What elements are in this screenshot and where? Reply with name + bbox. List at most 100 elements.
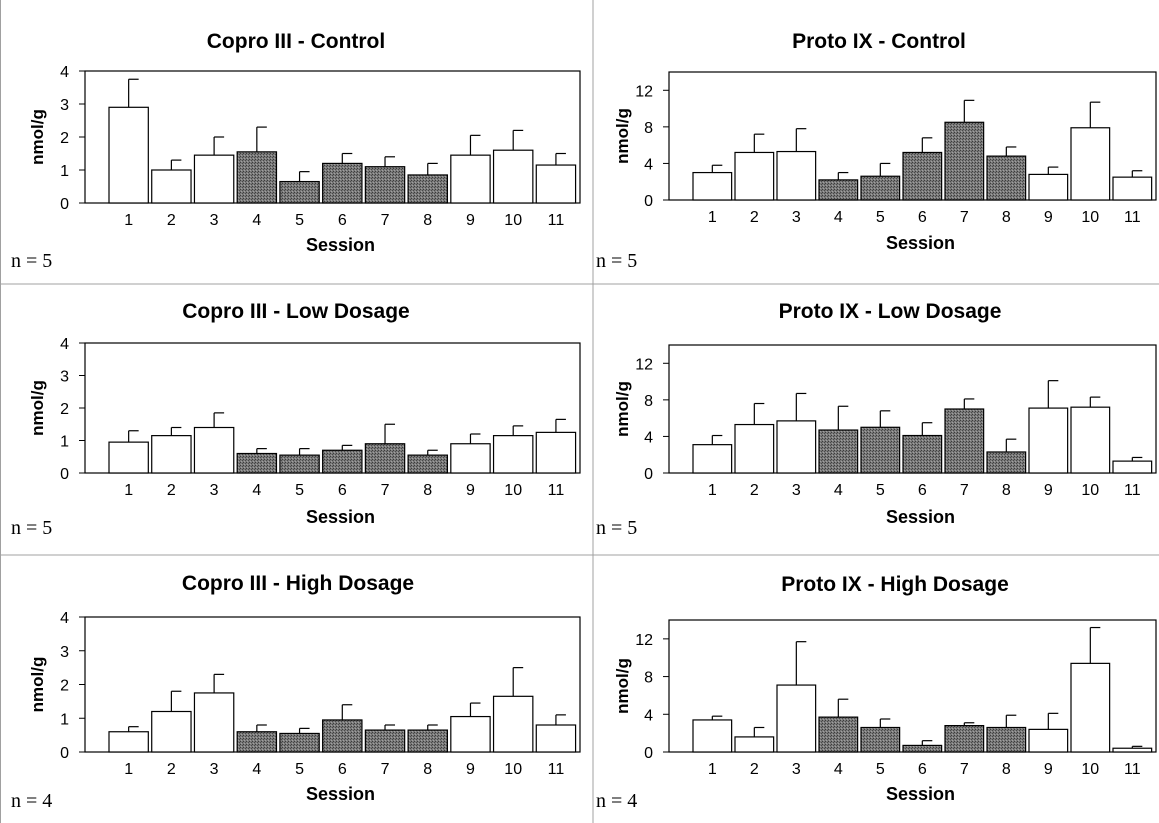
- x-tick-label: 7: [960, 482, 969, 499]
- x-tick-label: 4: [834, 482, 843, 499]
- bar-session-2: [151, 710, 192, 753]
- x-tick-label: 4: [252, 212, 261, 229]
- bar-session-2: [151, 169, 192, 204]
- bar-session-8: [407, 174, 449, 204]
- bar-session-6: [322, 449, 363, 474]
- sample-size-note: n = 5: [596, 517, 637, 539]
- x-tick-label: 2: [167, 482, 176, 499]
- y-tick-label: 4: [644, 429, 653, 446]
- bar-session-11: [535, 164, 577, 204]
- bar-session-6: [322, 162, 363, 204]
- bar-session-2: [734, 151, 775, 201]
- bar-session-6: [902, 744, 943, 753]
- x-tick-label: 10: [1081, 482, 1099, 499]
- x-tick-label: 8: [423, 482, 432, 499]
- bar-session-11: [535, 431, 577, 474]
- bar-session-8: [407, 729, 449, 753]
- x-tick-label: 7: [960, 761, 969, 778]
- y-tick-label: 3: [60, 97, 69, 114]
- x-tick-label: 3: [210, 482, 219, 499]
- bar-session-7: [364, 729, 406, 753]
- x-tick-label: 2: [750, 209, 759, 226]
- x-tick-label: 1: [708, 482, 717, 499]
- x-axis-label: Session: [886, 784, 955, 804]
- x-tick-label: 11: [1124, 209, 1141, 226]
- bar-session-11: [1112, 460, 1153, 474]
- bar-session-10: [1070, 127, 1111, 201]
- x-tick-label: 6: [338, 212, 347, 229]
- y-tick-label: 2: [60, 130, 69, 147]
- y-axis-label: nmol/g: [613, 381, 632, 437]
- y-axis-label: nmol/g: [28, 109, 47, 165]
- x-tick-label: 8: [1002, 209, 1011, 226]
- x-tick-label: 9: [1044, 209, 1053, 226]
- x-tick-label: 1: [124, 212, 133, 229]
- x-tick-label: 5: [876, 761, 885, 778]
- bar-session-3: [776, 684, 817, 753]
- x-tick-label: 11: [548, 761, 565, 778]
- y-tick-label: 4: [644, 156, 653, 173]
- bar-session-11: [535, 724, 577, 753]
- bar-session-3: [193, 692, 235, 753]
- y-tick-label: 1: [60, 163, 69, 180]
- x-axis-label: Session: [306, 507, 375, 527]
- x-tick-label: 5: [295, 761, 304, 778]
- x-tick-label: 6: [918, 761, 927, 778]
- y-tick-label: 4: [60, 64, 69, 81]
- x-tick-label: 10: [504, 482, 522, 499]
- x-tick-label: 1: [708, 209, 717, 226]
- x-tick-label: 6: [918, 482, 927, 499]
- sample-size-note: n = 5: [596, 250, 637, 272]
- x-tick-label: 7: [381, 212, 390, 229]
- panel-1: Copro III - Control 0 1 2 3 4 nmol/g 1 2 3 4 5 6 7 8 9 1…: [11, 30, 581, 272]
- bar-session-9: [450, 154, 491, 204]
- panel-title: Copro III - Control: [207, 30, 385, 53]
- x-tick-label: 3: [210, 212, 219, 229]
- x-tick-label: 11: [1124, 761, 1141, 778]
- x-tick-label: 3: [792, 209, 801, 226]
- bar-session-1: [692, 719, 733, 753]
- bar-session-10: [492, 435, 534, 474]
- bar-session-6: [902, 434, 943, 474]
- y-axis-label: nmol/g: [28, 657, 47, 713]
- x-tick-label: 7: [960, 209, 969, 226]
- x-axis-label: Session: [306, 784, 375, 804]
- y-tick-label: 4: [644, 707, 653, 724]
- x-tick-label: 6: [918, 209, 927, 226]
- bar-session-10: [492, 149, 534, 204]
- x-axis-label: Session: [886, 507, 955, 527]
- bar-session-3: [776, 420, 817, 474]
- panel-title: Proto IX - Low Dosage: [779, 300, 1002, 323]
- x-tick-label: 11: [548, 482, 565, 499]
- bar-session-6: [902, 151, 943, 201]
- panel-title: Copro III - Low Dosage: [182, 300, 410, 323]
- y-tick-label: 0: [60, 466, 69, 483]
- bar-session-7: [364, 166, 406, 204]
- x-tick-label: 7: [381, 761, 390, 778]
- y-tick-label: 2: [60, 678, 69, 695]
- panel-3: Copro III - Low Dosage 0 1 2 3 4 nmol/g 1 2 3 4 5 6 7…: [11, 300, 581, 539]
- y-tick-label: 0: [60, 745, 69, 762]
- y-tick-label: 0: [644, 466, 653, 483]
- x-tick-label: 11: [548, 212, 565, 229]
- bar-session-5: [279, 732, 320, 753]
- x-tick-label: 10: [504, 761, 522, 778]
- sample-size-note: n = 5: [11, 517, 52, 539]
- bar-session-4: [236, 151, 278, 204]
- y-tick-label: 12: [635, 83, 653, 100]
- bar-session-11: [1112, 176, 1153, 201]
- x-tick-label: 4: [252, 761, 261, 778]
- bar-session-4: [818, 429, 859, 474]
- bar-session-7: [944, 121, 985, 201]
- x-tick-label: 1: [124, 761, 133, 778]
- bar-session-4: [818, 716, 859, 753]
- bar-session-9: [1028, 728, 1069, 753]
- bar-session-3: [193, 154, 235, 204]
- x-tick-label: 6: [338, 761, 347, 778]
- bar-session-1: [692, 171, 733, 201]
- y-axis-label: nmol/g: [613, 658, 632, 714]
- x-tick-label: 2: [167, 212, 176, 229]
- y-axis-label: nmol/g: [613, 108, 632, 164]
